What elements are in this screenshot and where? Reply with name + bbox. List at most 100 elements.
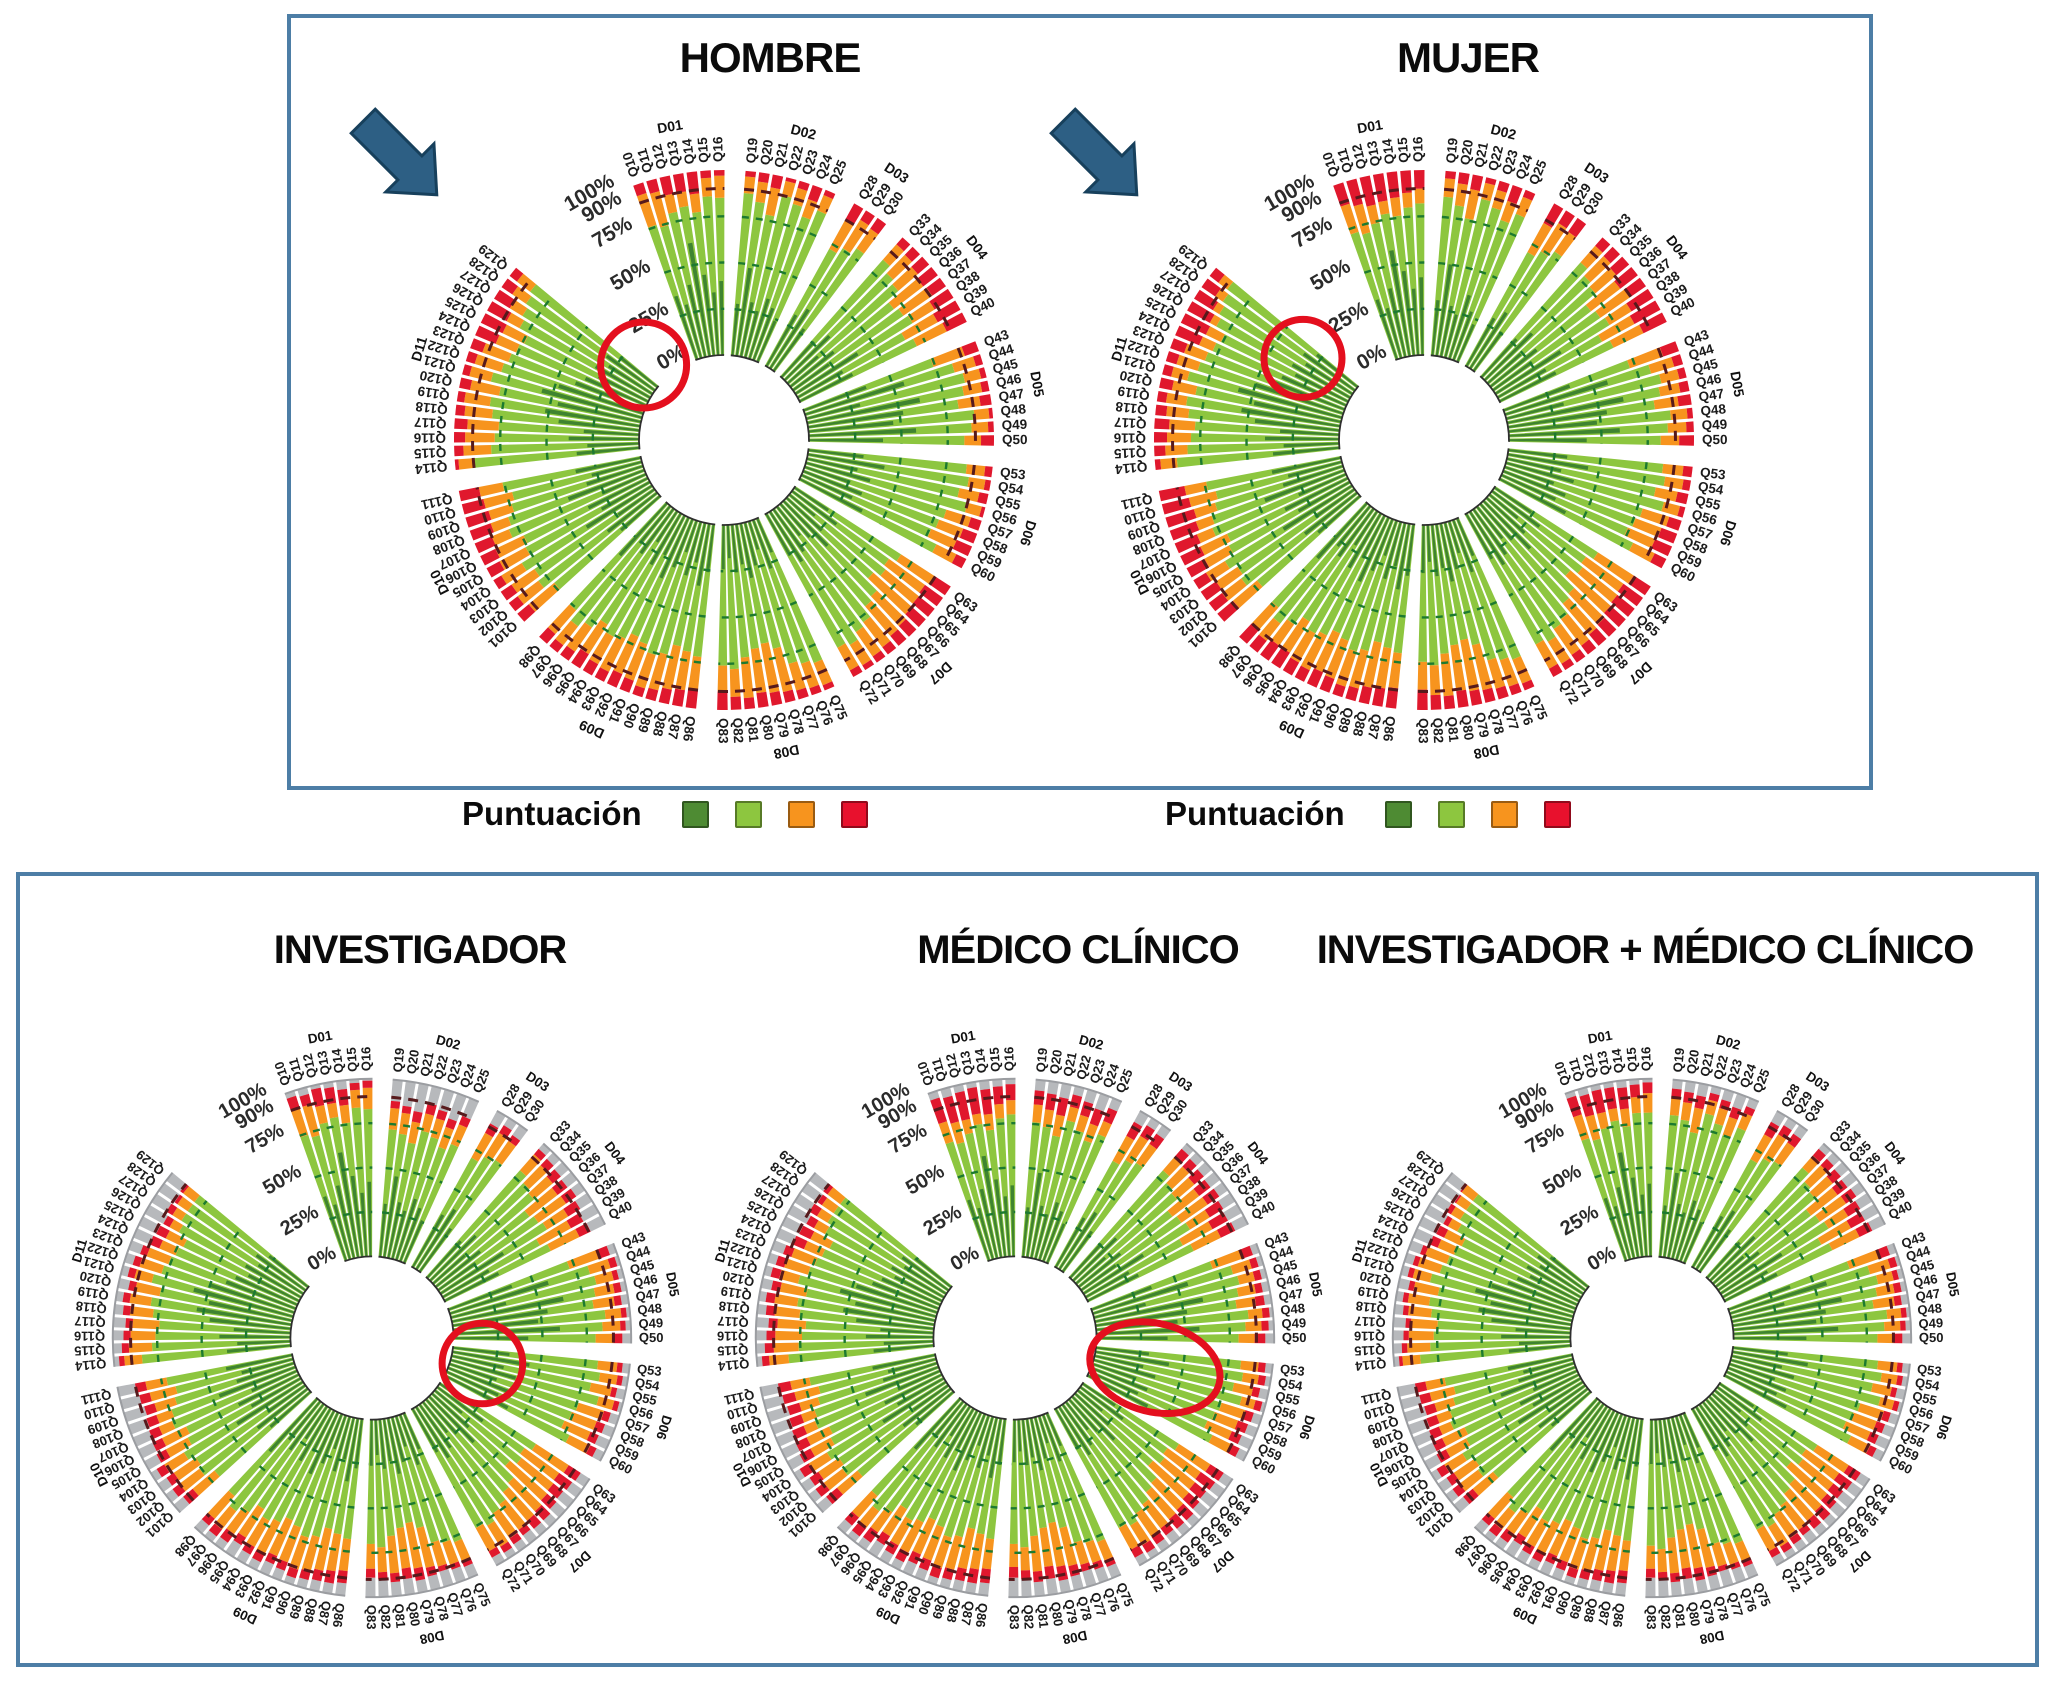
- axis-tick-label: 0%: [304, 1242, 340, 1276]
- domain-label: D05: [1027, 370, 1047, 398]
- q-label: Q78: [431, 1595, 452, 1623]
- q-label: Q45: [628, 1257, 656, 1278]
- legend-label: Puntuación: [462, 795, 642, 832]
- q-label: Q56: [627, 1401, 655, 1422]
- q-label: Q15: [343, 1047, 360, 1073]
- domain-label: D02: [1489, 121, 1518, 143]
- domain-label: D05: [1727, 370, 1747, 398]
- domain-label: D02: [434, 1032, 462, 1053]
- q-label: Q11: [1334, 146, 1355, 174]
- q-label: Q88: [301, 1597, 321, 1624]
- legend-swatch-red: [840, 800, 868, 828]
- q-label: Q83: [1416, 718, 1431, 744]
- q-label: Q56: [990, 507, 1019, 528]
- q-label: Q77: [800, 703, 822, 732]
- q-label: Q77: [1088, 1590, 1110, 1618]
- q-label: Q20: [1457, 139, 1476, 166]
- q-label: Q78: [1074, 1595, 1095, 1623]
- domain-label: D09: [874, 1604, 903, 1628]
- q-label: Q23: [1499, 147, 1521, 176]
- legend-label: Puntuación: [1165, 795, 1345, 832]
- q-label: Q16: [710, 136, 725, 162]
- q-label: Q15: [986, 1047, 1003, 1073]
- legend-left: Puntuación: [462, 795, 868, 833]
- pointer-arrow-icon: [349, 107, 439, 197]
- q-label: Q20: [1684, 1049, 1703, 1076]
- q-label: Q12: [943, 1052, 963, 1079]
- domain-label: D05: [663, 1271, 682, 1298]
- chart-bars: [1153, 169, 1695, 711]
- q-label: Q46: [1275, 1271, 1302, 1291]
- q-label: Q22: [785, 144, 806, 172]
- axis-tick-label: 50%: [1539, 1160, 1585, 1199]
- q-label: Q80: [1458, 714, 1477, 741]
- q-label: Q55: [1911, 1388, 1938, 1408]
- domain-label: D11: [69, 1237, 90, 1265]
- q-label: Q80: [1048, 1601, 1066, 1628]
- q-label: Q57: [1903, 1415, 1931, 1437]
- chart-gridlines: [1171, 186, 1677, 693]
- q-label: Q111: [1119, 491, 1153, 512]
- domain-label: D01: [1587, 1028, 1614, 1047]
- q-label: Q20: [1047, 1049, 1066, 1076]
- q-label: Q115: [1113, 445, 1146, 461]
- chart-bars: [1392, 1078, 1912, 1598]
- q-label: Q81: [744, 716, 761, 743]
- q-label: Q77: [1725, 1590, 1747, 1618]
- q-label: Q86: [973, 1602, 991, 1628]
- q-label: Q53: [999, 465, 1027, 483]
- domain-label: D01: [1356, 116, 1384, 136]
- legend-swatch-light-green: [734, 800, 762, 828]
- q-label: Q86: [680, 715, 698, 743]
- q-label: Q49: [1701, 417, 1727, 433]
- q-label: Q56: [1690, 507, 1719, 528]
- radial-chart-mujer: 100%90%75%50%25%0%Q10Q11Q12Q13Q14Q15Q16D…: [1049, 107, 1748, 763]
- highlight-circle: [597, 318, 691, 412]
- q-label: Q50: [639, 1330, 664, 1345]
- domain-label: D03: [523, 1069, 552, 1095]
- domain-label: D11: [1108, 334, 1131, 363]
- q-label: Q21: [1471, 140, 1491, 168]
- q-label: Q116: [413, 430, 446, 445]
- q-label: Q20: [404, 1049, 423, 1076]
- q-label: Q54: [1277, 1375, 1305, 1394]
- axis-tick-label: 25%: [277, 1201, 323, 1240]
- q-label: Q19: [1670, 1047, 1687, 1073]
- q-label: Q46: [632, 1271, 659, 1291]
- chart-bars: [112, 1078, 632, 1598]
- q-label: Q89: [286, 1593, 307, 1621]
- q-label: Q21: [1060, 1051, 1080, 1078]
- q-label: Q87: [958, 1600, 977, 1627]
- domain-label: D08: [1061, 1628, 1089, 1648]
- radial-chart-hombre: 100%90%75%50%25%0%Q10Q11Q12Q13Q14Q15Q16D…: [349, 107, 1048, 762]
- q-label: Q44: [624, 1242, 653, 1264]
- q-label: Q114: [414, 459, 448, 477]
- q-label: Q16: [1638, 1047, 1653, 1072]
- q-label: Q87: [1365, 713, 1384, 741]
- chart-title-investigador: INVESTIGADOR: [273, 928, 567, 972]
- q-label: Q21: [417, 1051, 437, 1078]
- q-label: Q82: [1021, 1604, 1037, 1629]
- axis-tick-label: 50%: [1306, 254, 1354, 295]
- q-label: Q87: [315, 1600, 334, 1627]
- legend-swatch-light-green: [1437, 800, 1465, 828]
- q-label: Q47: [998, 386, 1026, 405]
- q-label: Q57: [1266, 1415, 1294, 1437]
- q-label: Q114: [717, 1356, 750, 1374]
- q-label: Q13: [664, 139, 683, 167]
- q-label: Q48: [1000, 401, 1027, 419]
- axis-tick-label: 50%: [606, 254, 654, 295]
- q-label: Q47: [1915, 1286, 1942, 1305]
- q-label: Q57: [623, 1415, 651, 1437]
- axis-tick-label: 25%: [1557, 1201, 1603, 1240]
- q-label: Q15: [1395, 136, 1412, 163]
- domain-label: D05: [1943, 1271, 1962, 1298]
- q-label: Q111: [419, 491, 453, 512]
- chart-title-investigador-medico: INVESTIGADOR + MÉDICO CLÍNICO: [1316, 928, 1975, 972]
- domain-label: D03: [1166, 1069, 1195, 1095]
- domain-label: D08: [1472, 742, 1501, 763]
- q-label: Q56: [1907, 1401, 1935, 1422]
- q-label: Q16: [1001, 1047, 1016, 1072]
- q-label: Q79: [418, 1598, 438, 1625]
